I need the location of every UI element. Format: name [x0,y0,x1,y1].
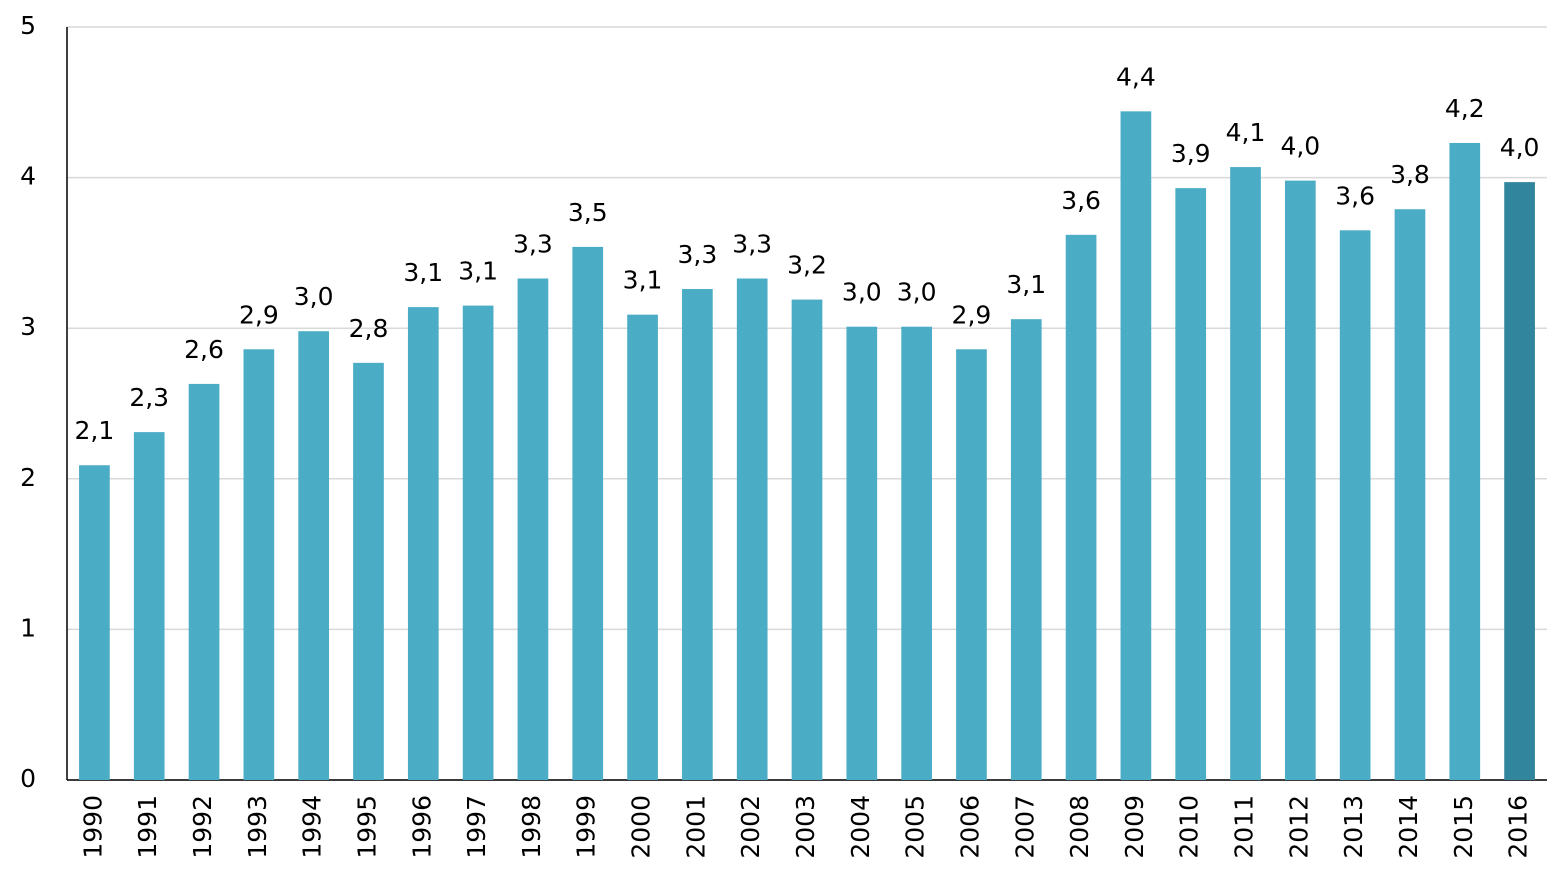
y-tick-label: 4 [20,162,36,191]
data-label: 2,8 [349,314,389,343]
data-label: 3,0 [897,278,937,307]
data-label: 4,0 [1500,133,1540,162]
x-tick-label: 1998 [517,795,546,859]
x-tick-label: 1993 [243,795,272,859]
x-tick-label: 2010 [1175,795,1204,859]
bar [627,314,658,780]
bar [682,289,713,780]
bar [79,465,110,780]
y-tick-label: 3 [20,312,36,341]
bar [1504,182,1535,781]
data-label: 3,3 [732,230,772,259]
bar [1339,230,1371,780]
data-label: 3,9 [1171,139,1211,168]
bar [353,362,384,780]
data-label: 2,1 [75,416,115,445]
bar [1010,319,1042,780]
x-tick-label: 2004 [846,795,875,859]
data-label: 3,1 [403,258,443,287]
bar [298,331,330,780]
data-label: 2,9 [239,300,279,329]
data-label: 3,1 [623,266,663,295]
x-tick-label: 2013 [1339,795,1368,859]
bar [243,349,275,780]
x-tick-label: 2012 [1284,795,1313,859]
x-tick-label: 2006 [955,795,984,859]
x-tick-label: 2008 [1065,795,1094,859]
bar [517,278,549,780]
data-label: 3,1 [458,257,498,286]
data-label: 3,6 [1335,181,1375,210]
data-label: 4,0 [1280,132,1320,161]
y-tick-label: 1 [20,613,36,642]
y-tick-label: 2 [20,463,36,492]
x-tick-label: 1991 [133,795,162,859]
x-tick-label: 2009 [1120,795,1149,859]
data-label: 3,0 [294,282,334,311]
bar [736,278,768,780]
bar [1065,234,1097,780]
data-label: 3,0 [842,278,882,307]
data-label: 2,9 [952,300,992,329]
x-tick-label: 1992 [188,795,217,859]
data-label: 3,8 [1390,160,1430,189]
bar [133,432,165,780]
data-label: 3,5 [568,198,608,227]
bar [956,349,987,780]
bar [407,307,439,780]
x-tick-label: 2000 [627,795,656,859]
x-tick-label: 2005 [901,795,930,859]
data-label: 3,3 [677,240,717,269]
bar [188,383,220,780]
bar [846,326,878,780]
x-tick-label: 2001 [681,795,710,859]
y-tick-label: 5 [20,11,36,40]
data-label: 3,1 [1006,270,1046,299]
bar [1230,167,1261,781]
data-label: 3,2 [787,251,827,280]
x-tick-label: 1995 [352,795,381,859]
data-label: 4,2 [1445,94,1485,123]
x-tick-label: 2014 [1394,795,1423,859]
x-tick-label: 2011 [1230,795,1259,859]
bar [1284,180,1316,780]
x-tick-label: 2002 [736,795,765,859]
data-label: 2,3 [129,383,169,412]
bar [1175,188,1207,781]
x-tick-label: 1990 [78,795,107,859]
x-tick-label: 1994 [298,795,327,859]
data-label: 3,3 [513,230,553,259]
x-tick-label: 2007 [1010,795,1039,859]
data-label: 2,6 [184,335,224,364]
data-label: 3,6 [1061,186,1101,215]
x-tick-label: 2015 [1449,795,1478,859]
x-tick-label: 1999 [572,795,601,859]
x-tick-label: 1997 [462,795,491,859]
y-tick-label: 0 [20,764,36,793]
bar [1394,209,1426,780]
x-tick-label: 2016 [1504,795,1533,859]
data-label: 4,1 [1226,118,1266,147]
data-label: 4,4 [1116,62,1156,91]
x-tick-label: 1996 [407,795,436,859]
bar [1120,111,1152,780]
bar [572,246,604,781]
bar [1449,142,1481,780]
bar [462,305,494,780]
bar [791,299,823,780]
x-tick-label: 2003 [791,795,820,859]
bar [901,326,932,780]
